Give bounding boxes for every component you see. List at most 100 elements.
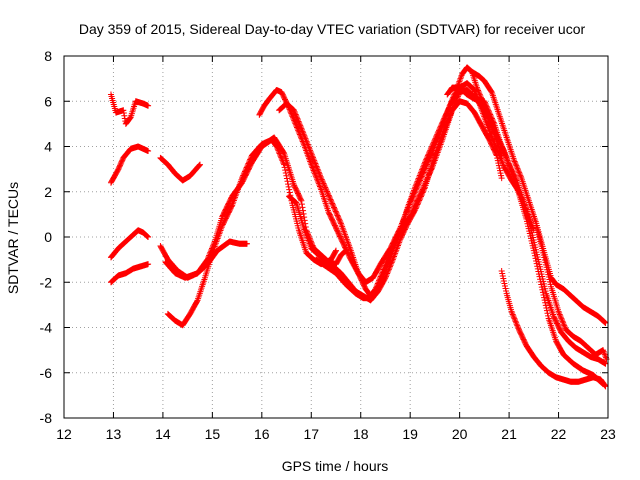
data-point [423,155,430,162]
data-point [277,153,284,160]
data-point [145,261,152,268]
data-point [559,318,566,325]
data-point [243,165,250,172]
data-point [282,167,289,174]
data-point [420,186,427,193]
x-tick-label: 14 [155,426,171,442]
data-point [415,200,422,207]
data-point [603,356,610,363]
data-point [317,172,323,179]
data-point [489,116,496,123]
data-point [556,310,563,317]
data-point [312,161,319,168]
data-point [307,147,314,154]
data-point [336,216,343,223]
data-point [498,267,505,274]
data-point [245,160,252,167]
data-point [335,213,342,220]
data-point [303,138,310,145]
data-point [601,319,608,326]
x-tick-label: 13 [106,426,122,442]
data-point [498,175,505,182]
data-point [501,283,508,290]
data-point [432,135,439,142]
data-point [493,145,500,152]
data-point [312,160,319,167]
data-point [333,209,340,216]
data-point [421,160,428,167]
data-point [437,124,444,131]
data-point [488,131,495,138]
data-point [420,188,427,195]
data-point [430,139,437,146]
data-point [436,126,443,133]
data-point [556,311,563,318]
data-point [416,172,423,179]
data-point [440,118,447,125]
data-point [288,110,295,117]
y-tick-label: -2 [40,274,53,290]
data-point [511,317,518,324]
data-point [499,270,506,277]
data-point [298,125,305,132]
data-point [117,162,124,169]
data-point [492,141,499,148]
data-point [433,132,440,139]
data-point [301,132,308,139]
data-point [504,158,511,165]
data-point [145,234,152,240]
data-point [422,158,429,165]
data-point [285,181,292,188]
data-point [499,146,506,153]
data-point [538,284,545,291]
data-point [512,318,519,325]
data-point [292,121,299,128]
data-point [441,115,448,122]
data-point [118,158,125,165]
data-point [239,175,246,182]
data-point [416,197,423,204]
y-axis-ticks: -8 -6 -4 -2 0 2 4 6 8 [40,48,608,426]
data-point [491,140,498,147]
series-s2 [107,143,152,186]
data-point [544,310,551,317]
data-point [496,151,503,158]
data-point [318,176,325,183]
data-point [305,142,312,149]
data-point [295,118,302,125]
data-point [433,134,440,141]
data-point [327,196,334,203]
data-point [244,163,251,170]
data-point [329,201,336,208]
data-point [487,130,494,137]
data-point [280,149,287,156]
data-point [228,203,235,210]
data-point [293,123,300,130]
data-point [490,138,497,145]
data-point [439,119,446,126]
data-point [315,167,322,174]
data-point [501,280,508,287]
series-s8 [164,134,349,329]
data-point [417,169,424,176]
data-point [425,151,432,158]
data-point [483,103,490,110]
data-point [280,160,287,167]
x-tick-label: 22 [551,426,567,442]
series-s5 [157,154,203,184]
data-point [423,156,430,163]
data-point [489,136,496,143]
data-point [311,157,318,164]
grid [63,55,609,419]
data-point [239,173,246,180]
series-s15 [498,267,609,390]
data-point [324,189,331,196]
data-point [301,214,308,221]
data-point [502,151,509,158]
data-point [494,147,501,154]
data-point [243,164,250,171]
data-point [308,151,315,158]
data-point [511,157,518,164]
data-point [558,317,565,324]
data-point [512,176,519,183]
